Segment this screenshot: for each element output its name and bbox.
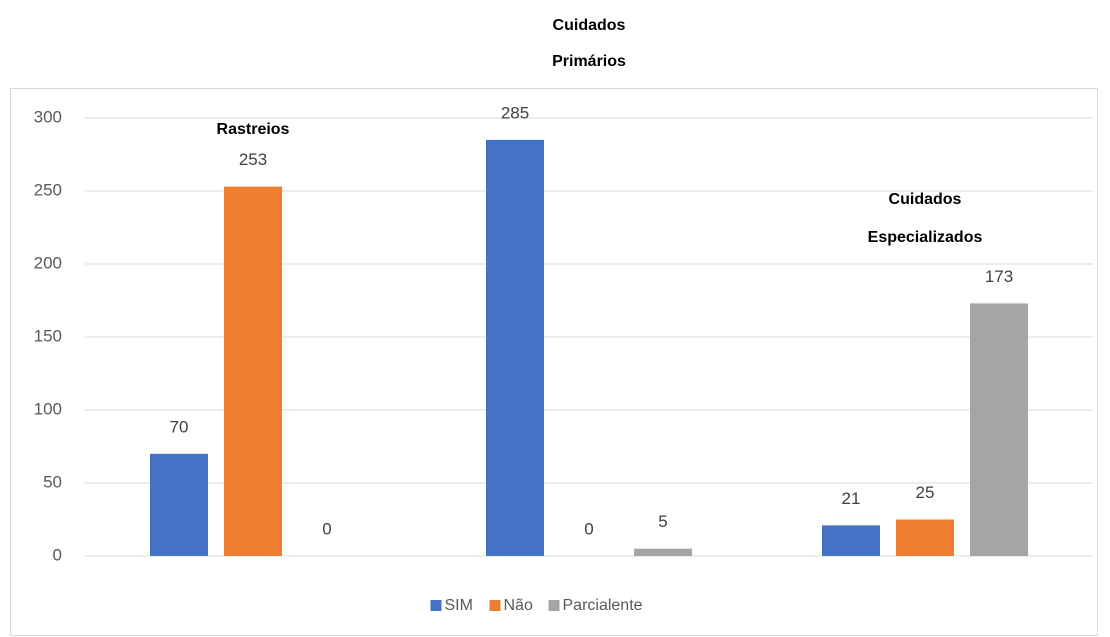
y-tick-label: 0 (53, 545, 62, 564)
y-tick-label: 200 (34, 253, 62, 272)
legend-swatch (489, 600, 501, 611)
bar (486, 139, 544, 556)
data-label: 21 (842, 489, 861, 508)
bar (970, 303, 1028, 556)
data-label: 173 (985, 267, 1013, 286)
legend-swatch (548, 600, 560, 611)
category-label: Rastreios (217, 121, 290, 138)
y-tick-label: 250 (34, 180, 62, 199)
legend-label: Parcialente (563, 597, 643, 614)
data-label: 5 (658, 512, 667, 531)
category-label-line: Especializados (868, 229, 983, 246)
category-label: Cuidados Especializados (868, 191, 983, 246)
bar (634, 548, 692, 556)
y-tick-label: 100 (34, 399, 62, 418)
data-label: 0 (322, 519, 331, 538)
category-label-line: Primários (552, 53, 626, 70)
data-label: 0 (584, 519, 593, 538)
y-tick-label: 150 (34, 326, 62, 345)
data-label: 285 (501, 103, 529, 122)
y-tick-label: 50 (43, 472, 62, 491)
bar (896, 519, 954, 556)
bar (150, 453, 208, 556)
data-label: 25 (916, 483, 935, 502)
y-tick-label: 300 (34, 107, 62, 126)
bar (224, 186, 282, 556)
legend-label: Não (504, 597, 533, 614)
bar (822, 525, 880, 556)
chart-frame (10, 88, 1098, 636)
data-label: 70 (170, 417, 189, 436)
category-label: Cuidados Primários (552, 17, 626, 70)
category-label-line: Cuidados (889, 191, 962, 208)
category-label-line: Cuidados (553, 17, 626, 34)
legend-swatch (430, 600, 442, 611)
legend-label: SIM (445, 597, 473, 614)
data-label: 253 (239, 150, 267, 169)
